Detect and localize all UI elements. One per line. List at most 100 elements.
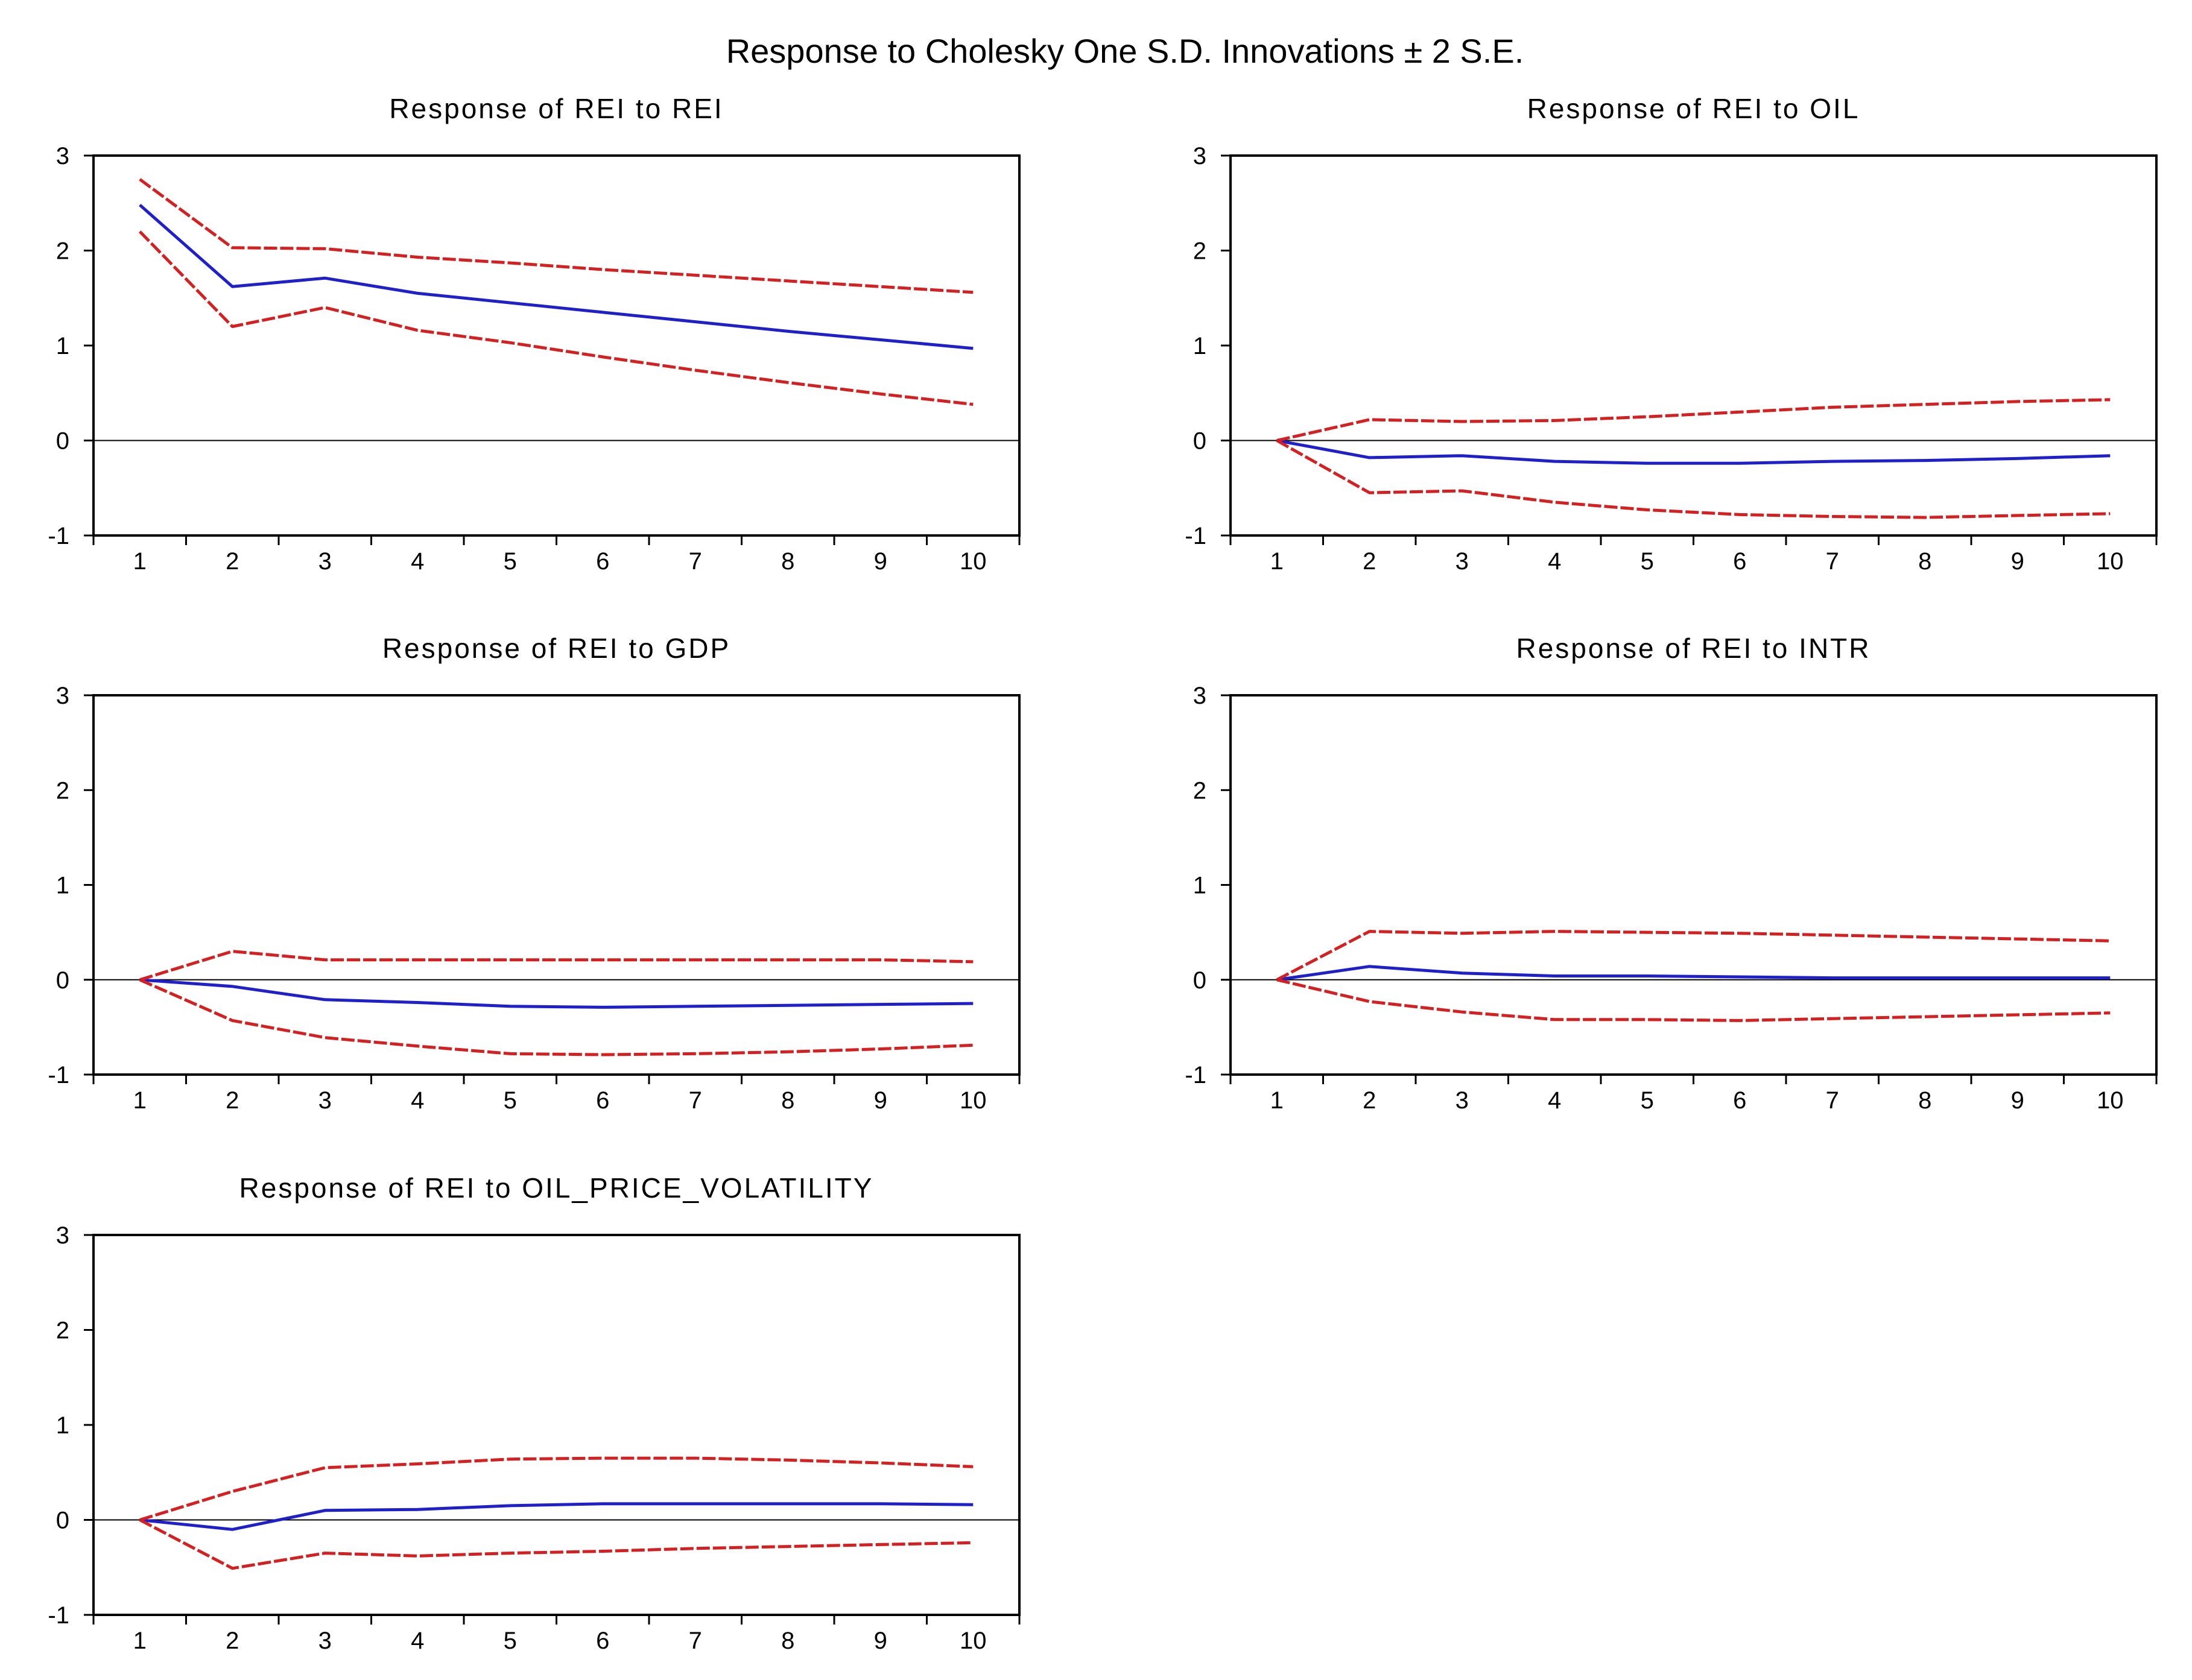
x-tick-label: 4 (1548, 1087, 1561, 1114)
y-tick-label: 1 (56, 333, 69, 359)
x-tick-label: 2 (226, 548, 239, 575)
x-tick-label: 1 (133, 1087, 147, 1114)
x-tick-label: 5 (1641, 548, 1654, 575)
x-tick-label: 9 (874, 1087, 887, 1114)
x-tick-label: 1 (1270, 548, 1284, 575)
x-tick-label: 5 (504, 1087, 517, 1114)
x-tick-label: 1 (1270, 1087, 1284, 1114)
x-tick-label: 9 (2011, 548, 2024, 575)
x-tick-label: 5 (504, 548, 517, 575)
x-tick-label: 7 (1826, 548, 1839, 575)
y-tick-label: 0 (1193, 967, 1206, 994)
panel-title: Response of REI to OIL_PRICE_VOLATILITY (239, 1172, 874, 1204)
x-tick-label: 8 (781, 1087, 794, 1114)
x-tick-label: 5 (1641, 1087, 1654, 1114)
x-tick-label: 10 (960, 1628, 987, 1654)
irf-panel-1: Response of REI to REI -1 0 1 2 3 1 2 3 4 5 6 7 8 9 10 (48, 93, 1021, 575)
x-tick-label: 7 (689, 1087, 702, 1114)
panel-title: Response of REI to GDP (382, 633, 730, 664)
y-tick-label: 2 (1193, 238, 1206, 265)
lower-band-line (1276, 439, 2111, 519)
lower-band-line (1276, 978, 2111, 1022)
y-tick-label: 3 (1193, 143, 1206, 169)
panel-title: Response of REI to INTR (1516, 633, 1871, 664)
lower-band-line (139, 1518, 974, 1570)
x-tick-label: 4 (411, 1628, 424, 1654)
y-tick-label: 1 (56, 873, 69, 899)
x-tick-label: 3 (1456, 548, 1469, 575)
x-tick-label: 1 (133, 1628, 147, 1654)
x-tick-label: 8 (1918, 1087, 1931, 1114)
x-tick-label: 6 (1733, 548, 1746, 575)
x-tick-label: 4 (411, 1087, 424, 1114)
x-tick-label: 2 (1363, 548, 1376, 575)
x-tick-label: 9 (874, 1628, 887, 1654)
upper-band-line (1276, 398, 2111, 442)
y-tick-label: 2 (1193, 777, 1206, 804)
x-tick-label: 6 (1733, 1087, 1746, 1114)
x-tick-label: 8 (1918, 548, 1931, 575)
y-tick-label: -1 (1185, 523, 1206, 549)
response-line (139, 1502, 974, 1531)
x-tick-label: 2 (226, 1628, 239, 1654)
upper-band-line (139, 178, 974, 294)
x-tick-label: 8 (781, 548, 794, 575)
y-tick-label: 2 (56, 1318, 69, 1344)
y-tick-label: 1 (1193, 873, 1206, 899)
y-tick-label: 3 (56, 1222, 69, 1249)
lower-band-line (139, 230, 974, 406)
y-tick-label: 3 (56, 143, 69, 169)
x-tick-label: 3 (318, 548, 332, 575)
x-tick-label: 2 (226, 1087, 239, 1114)
x-tick-label: 4 (411, 548, 424, 575)
irf-panel-3: Response of REI to GDP -1 0 1 2 3 1 2 3 4 5 6 7 8 9 10 (48, 633, 1021, 1114)
panel-title: Response of REI to OIL (1527, 93, 1860, 124)
x-tick-label: 7 (1826, 1087, 1839, 1114)
upper-band-line (139, 950, 974, 982)
y-tick-label: 2 (56, 238, 69, 265)
irf-panel-4: Response of REI to INTR -1 0 1 2 3 1 2 3 4 5 6 7 8 9 10 (1185, 633, 2158, 1114)
y-tick-label: -1 (48, 523, 69, 549)
x-tick-label: 10 (2097, 548, 2124, 575)
panel-title: Response of REI to REI (389, 93, 723, 124)
x-tick-label: 10 (960, 1087, 987, 1114)
lower-band-line (139, 978, 974, 1056)
irf-panel-5: Response of REI to OIL_PRICE_VOLATILITY -… (48, 1172, 1021, 1654)
x-tick-label: 9 (874, 548, 887, 575)
x-tick-label: 4 (1548, 548, 1561, 575)
x-tick-label: 8 (781, 1628, 794, 1654)
y-tick-label: 0 (56, 967, 69, 994)
response-line (139, 204, 974, 350)
x-tick-label: 5 (504, 1628, 517, 1654)
x-tick-label: 3 (1456, 1087, 1469, 1114)
x-tick-label: 9 (2011, 1087, 2024, 1114)
x-tick-label: 7 (689, 548, 702, 575)
x-tick-label: 3 (318, 1628, 332, 1654)
y-tick-label: 2 (56, 777, 69, 804)
x-tick-label: 6 (596, 548, 609, 575)
response-line (1276, 965, 2111, 982)
y-tick-label: 0 (56, 428, 69, 455)
y-tick-label: 0 (1193, 428, 1206, 455)
x-tick-label: 6 (596, 1087, 609, 1114)
y-tick-label: 3 (56, 683, 69, 709)
y-tick-label: 3 (1193, 683, 1206, 709)
x-tick-label: 10 (2097, 1087, 2124, 1114)
x-tick-label: 7 (689, 1628, 702, 1654)
y-tick-label: -1 (48, 1602, 69, 1629)
upper-band-line (139, 1456, 974, 1521)
x-tick-label: 6 (596, 1628, 609, 1654)
y-tick-label: -1 (1185, 1062, 1206, 1088)
irf-panel-2: Response of REI to OIL -1 0 1 2 3 1 2 3 4 5 6 7 8 9 10 (1185, 93, 2158, 575)
upper-band-line (1276, 930, 2111, 982)
y-tick-label: -1 (48, 1062, 69, 1088)
x-tick-label: 1 (133, 548, 147, 575)
y-tick-label: 1 (1193, 333, 1206, 359)
response-line (1276, 439, 2111, 465)
response-line (139, 978, 974, 1009)
x-tick-label: 3 (318, 1087, 332, 1114)
y-tick-label: 1 (56, 1412, 69, 1439)
